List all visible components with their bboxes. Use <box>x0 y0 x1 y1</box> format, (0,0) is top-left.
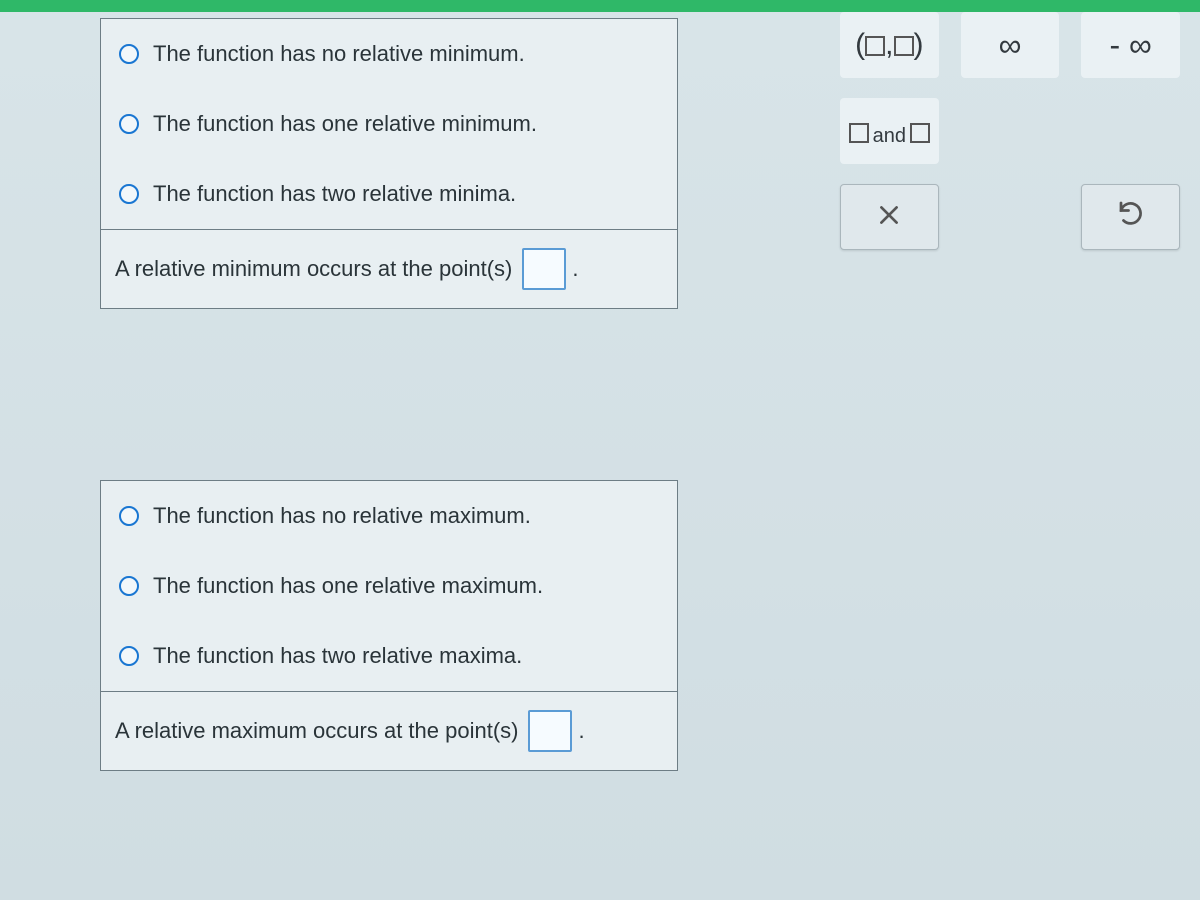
undo-icon <box>1116 198 1146 236</box>
tool-clear[interactable] <box>840 184 939 250</box>
quiz-panel: The function has no relative minimum. Th… <box>0 0 1200 900</box>
math-toolbar: (,) ∞ - ∞ and <box>840 12 1180 250</box>
radio-icon <box>119 506 139 526</box>
radio-icon <box>119 184 139 204</box>
option-one-min[interactable]: The function has one relative minimum. <box>101 89 677 159</box>
radio-icon <box>119 646 139 666</box>
min-point-input-row: A relative minimum occurs at the point(s… <box>101 229 677 308</box>
tool-undo[interactable] <box>1081 184 1180 250</box>
option-no-min[interactable]: The function has no relative minimum. <box>101 19 677 89</box>
option-no-max[interactable]: The function has no relative maximum. <box>101 481 677 551</box>
radio-icon <box>119 44 139 64</box>
option-label: The function has one relative minimum. <box>153 111 537 137</box>
option-label: The function has no relative maximum. <box>153 503 531 529</box>
close-icon <box>876 199 902 236</box>
option-label: The function has no relative minimum. <box>153 41 525 67</box>
neg-infinity-icon: - ∞ <box>1109 27 1151 64</box>
tool-infinity[interactable]: ∞ <box>961 12 1060 78</box>
tool-ordered-pair[interactable]: (,) <box>840 12 939 78</box>
max-point-input-row: A relative maximum occurs at the point(s… <box>101 691 677 770</box>
option-two-min[interactable]: The function has two relative minima. <box>101 159 677 229</box>
radio-icon <box>119 576 139 596</box>
option-two-max[interactable]: The function has two relative maxima. <box>101 621 677 691</box>
option-label: The function has two relative minima. <box>153 181 516 207</box>
question-group-maximum: The function has no relative maximum. Th… <box>100 480 678 771</box>
tool-neg-infinity[interactable]: - ∞ <box>1081 12 1180 78</box>
max-point-input[interactable] <box>528 710 572 752</box>
question-group-minimum: The function has no relative minimum. Th… <box>100 18 678 309</box>
input-suffix: . <box>578 718 584 744</box>
min-point-input[interactable] <box>522 248 566 290</box>
input-prefix: A relative minimum occurs at the point(s… <box>115 256 512 282</box>
input-suffix: . <box>572 256 578 282</box>
input-prefix: A relative maximum occurs at the point(s… <box>115 718 518 744</box>
radio-icon <box>119 114 139 134</box>
ordered-pair-icon: (,) <box>855 28 923 62</box>
option-label: The function has one relative maximum. <box>153 573 543 599</box>
option-one-max[interactable]: The function has one relative maximum. <box>101 551 677 621</box>
option-label: The function has two relative maxima. <box>153 643 522 669</box>
and-icon: and <box>849 113 930 150</box>
infinity-icon: ∞ <box>999 27 1022 64</box>
tool-and[interactable]: and <box>840 98 939 164</box>
